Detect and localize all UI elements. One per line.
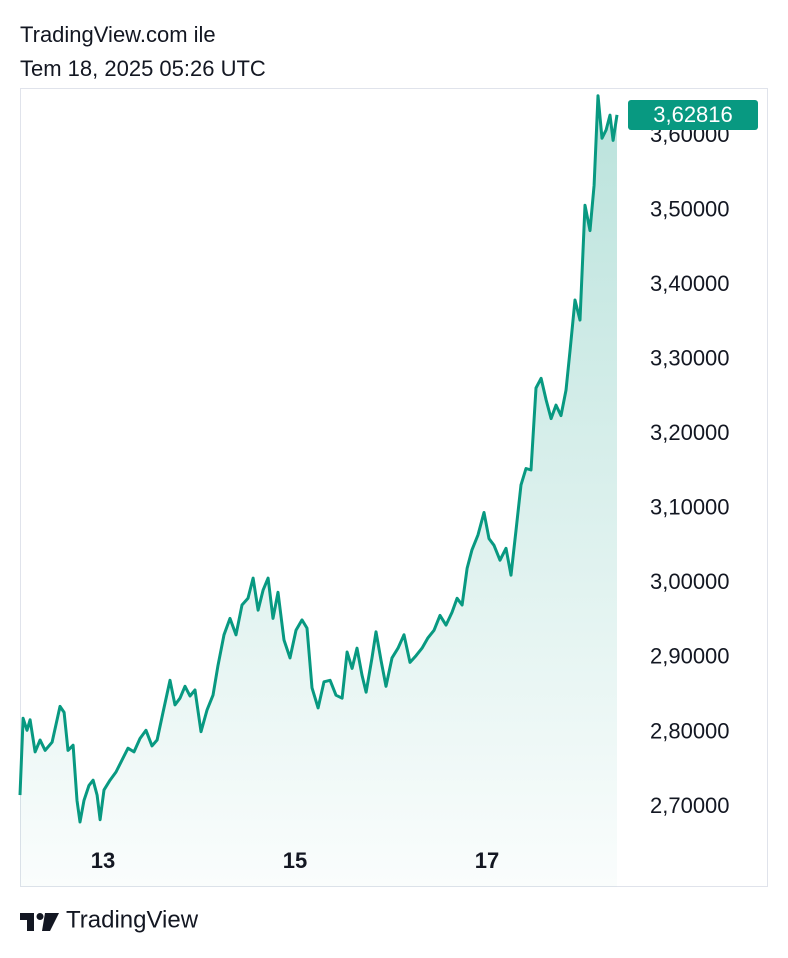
y-tick-label: 3,30000: [650, 345, 730, 370]
y-tick-label: 2,90000: [650, 644, 730, 669]
area: [20, 95, 617, 887]
last-price-badge: [628, 99, 758, 130]
y-tick-label: 2,70000: [650, 793, 730, 818]
y-tick-label: 3,00000: [650, 569, 730, 594]
y-tick-label: 2,80000: [650, 718, 730, 743]
source-title: TradingView.com ile: [20, 22, 216, 47]
last-price-label: 3,62816: [653, 102, 733, 127]
x-tick-label: 15: [283, 848, 307, 873]
y-tick-label: 3,40000: [650, 271, 730, 296]
x-tick-label: 13: [91, 848, 115, 873]
date-subtitle: Tem 18, 2025 05:26 UTC: [20, 56, 266, 81]
price-line: [18, 94, 619, 824]
logo: [20, 913, 59, 931]
brand: TradingView: [66, 906, 199, 933]
y-tick-label: 3,10000: [650, 495, 730, 520]
y-tick-label: 3,20000: [650, 420, 730, 445]
x-tick-label: 17: [475, 848, 499, 873]
y-tick-label: 3,50000: [650, 196, 730, 221]
